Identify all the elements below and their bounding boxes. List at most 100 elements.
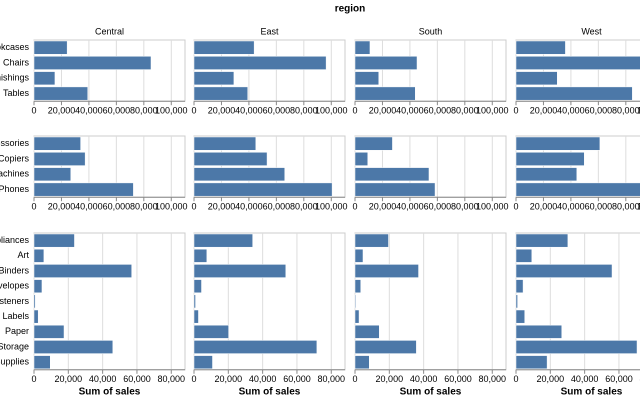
x-tick-label: 0: [31, 106, 36, 116]
bar: [354, 182, 436, 197]
x-tick-label: 40,000: [571, 374, 599, 384]
y-tick-label: Art: [17, 250, 29, 260]
bar: [354, 279, 361, 294]
y-tick-label: Accessories: [0, 138, 30, 148]
x-tick-label: 20,000: [376, 374, 404, 384]
bar: [33, 279, 43, 294]
x-axis-title: Sum of sales: [239, 386, 301, 397]
bar: [193, 309, 199, 324]
bar: [354, 294, 357, 309]
bar: [515, 324, 563, 339]
bar: [193, 355, 213, 370]
bar: [515, 294, 518, 309]
x-tick-label: 60,000: [263, 202, 291, 212]
x-tick-label: 40,000: [75, 202, 103, 212]
bar: [354, 264, 419, 278]
x-tick-label: 80,000: [318, 374, 346, 384]
x-tick-label: 60,000: [123, 374, 151, 384]
x-tick-label: 80,000: [479, 374, 507, 384]
bar: [33, 182, 134, 197]
x-tick-label: 60,000: [605, 374, 633, 384]
bar: [515, 309, 525, 324]
bar: [515, 86, 633, 101]
bar: [515, 248, 533, 263]
x-tick-label: 100,000: [476, 202, 509, 212]
x-tick-label: 60,000: [585, 106, 613, 116]
x-tick-label: 0: [191, 202, 196, 212]
bar: [354, 233, 389, 248]
x-tick-label: 20,000: [215, 374, 243, 384]
x-tick-label: 0: [352, 202, 357, 212]
y-tick-label: Copiers: [0, 153, 29, 163]
x-tick-label: 0: [513, 374, 518, 384]
x-tick-label: 0: [352, 106, 357, 116]
x-tick-label: 20,000: [530, 106, 558, 116]
bar: [193, 86, 248, 101]
bar: [193, 248, 208, 263]
x-tick-label: 40,000: [235, 202, 263, 212]
bar: [193, 182, 333, 197]
x-tick-label: 40,000: [410, 374, 438, 384]
y-tick-label: Labels: [2, 311, 29, 321]
bar: [354, 167, 430, 182]
column-header: West: [581, 26, 602, 36]
y-tick-label: Binders: [0, 265, 30, 275]
y-tick-label: Supplies: [0, 357, 29, 367]
x-tick-label: 40,000: [235, 106, 263, 116]
x-tick-label: 40,000: [75, 106, 103, 116]
bar: [193, 71, 235, 86]
bar: [354, 71, 380, 86]
bar: [33, 167, 72, 182]
bar: [354, 309, 360, 324]
x-tick-label: 20,000: [208, 202, 236, 212]
bar: [515, 56, 640, 70]
bar: [33, 248, 45, 263]
bar: [33, 86, 88, 101]
x-tick-label: 20,000: [537, 374, 565, 384]
bar: [33, 152, 86, 166]
x-tick-label: 40,000: [396, 202, 424, 212]
x-tick-label: 0: [31, 374, 36, 384]
bar: [193, 56, 327, 70]
bar: [193, 279, 202, 294]
bar: [33, 340, 114, 354]
x-tick-label: 100,000: [155, 202, 188, 212]
bar: [515, 340, 638, 354]
bar: [354, 56, 418, 70]
x-tick-label: 100,000: [637, 202, 640, 212]
x-tick-label: 40,000: [249, 374, 277, 384]
bar: [33, 294, 36, 309]
bar: [354, 340, 417, 354]
bar: [515, 279, 524, 294]
column-header: South: [419, 26, 443, 36]
x-tick-label: 60,000: [263, 106, 291, 116]
bar: [354, 136, 393, 151]
y-tick-label: Fasteners: [0, 296, 29, 306]
x-tick-label: 20,000: [369, 202, 397, 212]
x-tick-label: 20,000: [208, 106, 236, 116]
x-tick-label: 20,000: [48, 202, 76, 212]
x-tick-label: 20,000: [48, 106, 76, 116]
x-tick-label: 100,000: [155, 106, 188, 116]
y-tick-label: Envelopes: [0, 281, 29, 291]
y-tick-label: Paper: [5, 326, 29, 336]
x-tick-label: 80,000: [451, 202, 479, 212]
bar: [33, 136, 81, 151]
bar: [515, 136, 601, 151]
bar: [515, 233, 569, 248]
bar: [33, 71, 56, 86]
bar: [515, 40, 566, 55]
bar: [33, 233, 75, 248]
chart-title: region: [335, 4, 366, 15]
y-tick-label: Storage: [0, 341, 29, 351]
bar: [193, 233, 253, 248]
bar: [515, 355, 548, 370]
column-header: Central: [95, 26, 124, 36]
y-tick-label: Furnishings: [0, 73, 29, 83]
x-tick-label: 40,000: [396, 106, 424, 116]
bar: [193, 264, 287, 278]
x-tick-label: 80,000: [451, 106, 479, 116]
x-tick-label: 100,000: [476, 106, 509, 116]
x-tick-label: 20,000: [369, 106, 397, 116]
